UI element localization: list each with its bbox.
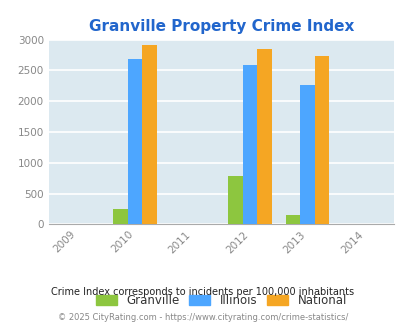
Text: Crime Index corresponds to incidents per 100,000 inhabitants: Crime Index corresponds to incidents per… [51,287,354,297]
Bar [142,45,156,224]
Text: © 2025 CityRating.com - https://www.cityrating.com/crime-statistics/: © 2025 CityRating.com - https://www.city… [58,313,347,322]
Bar [314,56,328,224]
Bar [242,65,257,224]
Title: Granville Property Crime Index: Granville Property Crime Index [88,19,353,34]
Legend: Granville, Illinois, National: Granville, Illinois, National [91,289,351,312]
Bar [228,176,242,224]
Bar [257,49,271,224]
Bar [300,84,314,224]
Bar [113,209,128,224]
Bar [285,214,300,224]
Bar [128,59,142,224]
